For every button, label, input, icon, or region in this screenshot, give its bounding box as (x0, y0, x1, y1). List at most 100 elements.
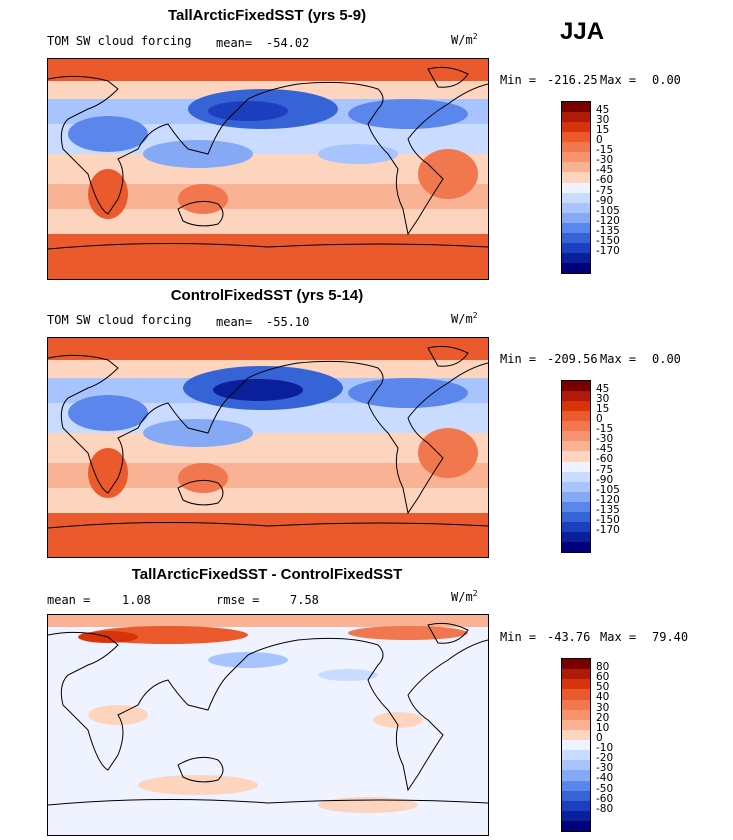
panel1-units: W/m2 (451, 32, 478, 47)
colorbar-tick-label: 45 (596, 104, 610, 117)
units-exponent: 2 (472, 589, 478, 598)
colorbar-tick-label: -20 (596, 752, 614, 765)
colorbar-swatch (562, 411, 590, 422)
panel3-rmse-value: 7.58 (290, 593, 319, 607)
panel3-rmse-label: rmse = (216, 593, 260, 607)
panel1-min-value: -216.25 (547, 73, 598, 87)
colorbar-swatch (562, 232, 590, 243)
colorbar-swatch (562, 821, 590, 832)
season-label: JJA (560, 18, 605, 45)
colorbar-tick-label: -60 (596, 792, 614, 805)
colorbar-tick-label: 20 (596, 711, 610, 724)
colorbar-tick-label: 30 (596, 393, 610, 406)
colorbar-swatch (562, 790, 590, 801)
colorbar-tick-label: -135 (596, 224, 620, 237)
colorbar-tick-label: -50 (596, 782, 614, 795)
colorbar-swatch (562, 521, 590, 532)
panel3-mean-label: mean = (47, 593, 91, 607)
colorbar-tick-label: 0 (596, 134, 603, 147)
colorbar-swatch (562, 531, 590, 542)
colorbar-tick-label: -135 (596, 503, 620, 516)
colorbar-swatch (562, 421, 590, 432)
panel3-colorbar-labels: 80 60 50 40 30 20 10 0 -10 -20 -30 -40 -50 -60 -80 (596, 658, 636, 830)
colorbar-tick-label: -105 (596, 483, 620, 496)
panel2-min-value: -209.56 (547, 352, 598, 366)
colorbar-swatch (562, 481, 590, 492)
panel2-colorbar-labels: 45 30 15 0 -15 -30 -45 -60 -75 -90 -105 -120 -135 -15… (596, 380, 636, 551)
colorbar-tick-label: 0 (596, 731, 603, 744)
colorbar-swatch (562, 212, 590, 223)
colorbar-swatch (562, 142, 590, 153)
colorbar-tick-label: -105 (596, 204, 620, 217)
panel2-colorbar (561, 380, 591, 553)
panel2-variable: TOM SW cloud forcing (47, 313, 192, 327)
panel1-max-value: 0.00 (652, 73, 681, 87)
panel1-map (47, 58, 489, 280)
panel2-mean-value: -55.10 (266, 315, 310, 329)
colorbar-swatch (562, 451, 590, 462)
colorbar-swatch (562, 800, 590, 811)
colorbar-tick-label: -30 (596, 433, 614, 446)
colorbar-tick-label: -45 (596, 164, 614, 177)
panel1-min-label: Min = (500, 73, 537, 87)
colorbar-tick-label: -75 (596, 463, 614, 476)
colorbar-swatch (562, 381, 590, 392)
panel3-min-value: -43.76 (547, 630, 591, 644)
colorbar-swatch (562, 810, 590, 821)
colorbar-swatch (562, 172, 590, 183)
colorbar-swatch (562, 689, 590, 700)
colorbar-swatch (562, 491, 590, 502)
colorbar-swatch (562, 401, 590, 412)
colorbar-swatch (562, 511, 590, 522)
colorbar-swatch (562, 192, 590, 203)
panel2-max-label: Max = (600, 352, 637, 366)
colorbar-tick-label: 80 (596, 661, 610, 674)
colorbar-tick-label: -170 (596, 523, 620, 536)
colorbar-swatch (562, 431, 590, 442)
colorbar-tick-label: -90 (596, 473, 614, 486)
colorbar-tick-label: -30 (596, 762, 614, 775)
colorbar-swatch (562, 162, 590, 173)
panel3-colorbar (561, 658, 591, 832)
colorbar-swatch (562, 252, 590, 263)
colorbar-swatch (562, 471, 590, 482)
units-text: W/m (451, 312, 473, 326)
colorbar-tick-label: -170 (596, 244, 620, 257)
colorbar-swatch (562, 202, 590, 213)
colorbar-tick-label: 60 (596, 671, 610, 684)
colorbar-tick-label: 40 (596, 691, 610, 704)
colorbar-swatch (562, 501, 590, 512)
colorbar-swatch (562, 242, 590, 253)
colorbar-swatch (562, 542, 590, 553)
colorbar-swatch (562, 760, 590, 771)
colorbar-swatch (562, 441, 590, 452)
colorbar-tick-label: -15 (596, 144, 614, 157)
panel2-field (48, 338, 488, 557)
colorbar-swatch (562, 222, 590, 233)
panel2-title: ControlFixedSST (yrs 5-14) (170, 287, 364, 304)
panel3-field (48, 615, 488, 835)
colorbar-tick-label: -120 (596, 214, 620, 227)
panel3-map (47, 614, 489, 836)
panel3-mean-value: 1.08 (122, 593, 151, 607)
panel2-map (47, 337, 489, 558)
panel1-colorbar (561, 101, 591, 274)
colorbar-tick-label: 50 (596, 681, 610, 694)
panel1-mean-label: mean= (216, 36, 253, 50)
panel3-units: W/m2 (451, 589, 478, 604)
colorbar-swatch (562, 740, 590, 751)
colorbar-tick-label: 30 (596, 701, 610, 714)
units-text: W/m (451, 33, 473, 47)
colorbar-tick-label: -10 (596, 742, 614, 755)
colorbar-tick-label: -15 (596, 423, 614, 436)
colorbar-tick-label: -80 (596, 802, 614, 815)
panel3-max-label: Max = (600, 630, 637, 644)
colorbar-tick-label: 15 (596, 403, 610, 416)
colorbar-swatch (562, 699, 590, 710)
panel1-variable: TOM SW cloud forcing (47, 34, 192, 48)
colorbar-swatch (562, 750, 590, 761)
colorbar-swatch (562, 659, 590, 670)
colorbar-swatch (562, 122, 590, 133)
panel2-min-label: Min = (500, 352, 537, 366)
colorbar-tick-label: -150 (596, 234, 620, 247)
